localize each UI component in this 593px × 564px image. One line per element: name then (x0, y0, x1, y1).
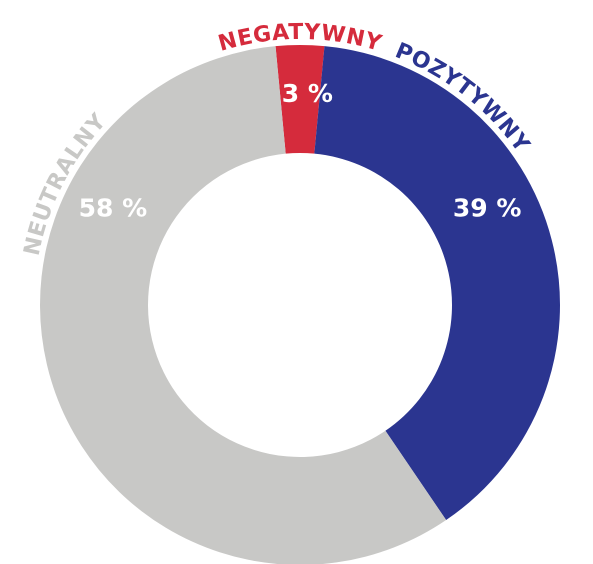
value-label: 3 % (282, 79, 333, 108)
donut-slice (314, 46, 561, 521)
donut-slice (40, 46, 447, 564)
value-label: 58 % (79, 194, 148, 223)
donut-slice (275, 44, 325, 154)
value-label: 39 % (453, 194, 522, 223)
